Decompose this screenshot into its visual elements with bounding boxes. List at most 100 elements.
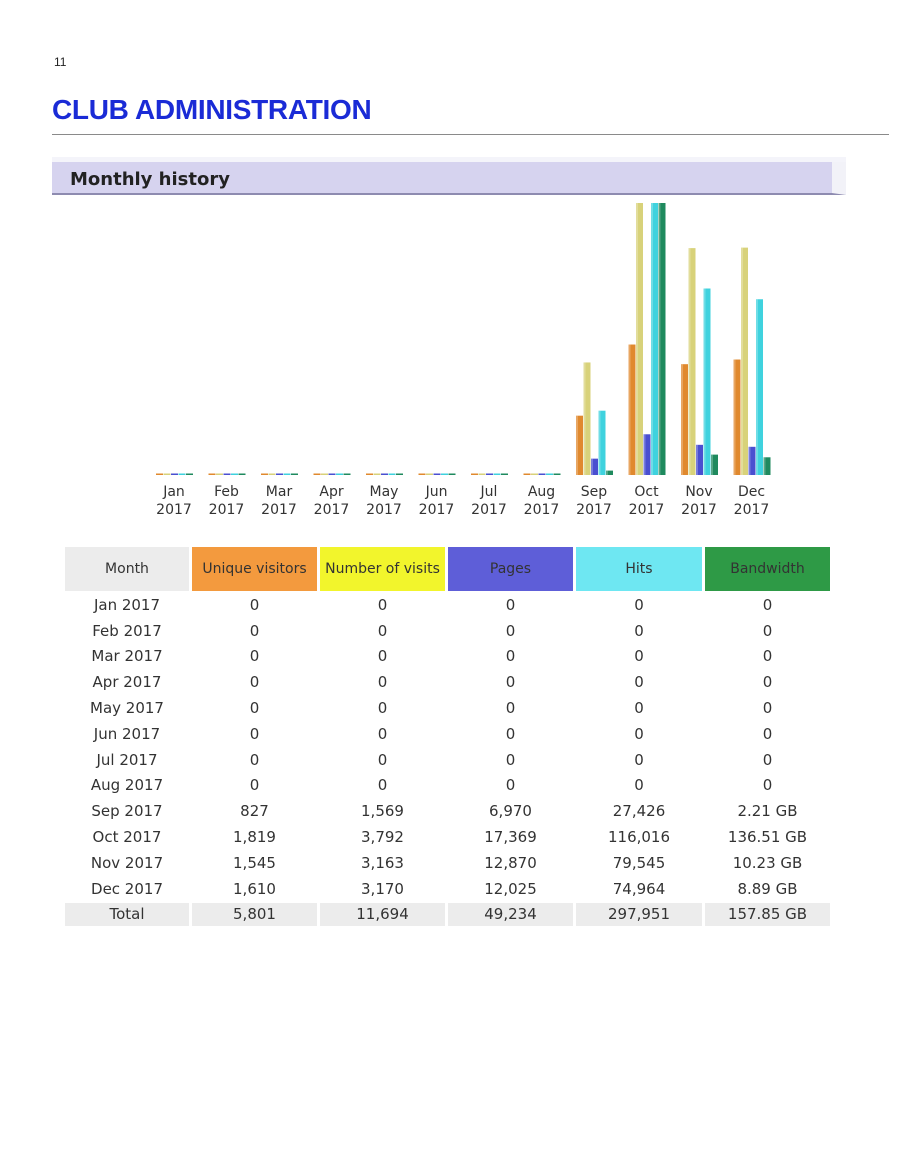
cell-visits: 3,163 xyxy=(361,853,404,872)
x-tick-year: 2017 xyxy=(209,502,245,518)
header-pages: Pages xyxy=(448,547,573,591)
x-tick-month: Mar xyxy=(266,484,293,500)
x-tick-year: 2017 xyxy=(629,502,665,518)
cell-hits: 27,426 xyxy=(612,802,666,821)
bar-bandwidth-feb xyxy=(238,473,246,475)
cell-hits: 0 xyxy=(634,776,644,795)
cell-bandwidth: 0 xyxy=(762,647,773,666)
bar-shine xyxy=(741,247,743,475)
header-number-of-visits: Number of visits xyxy=(320,547,445,591)
cell-pages: 0 xyxy=(505,750,516,769)
total-visits: 11,694 xyxy=(320,902,445,927)
cell-unique: 0 xyxy=(249,750,260,769)
table-header-row: Month Unique visitors Number of visits P… xyxy=(65,547,830,591)
cell-unique: 0 xyxy=(249,595,260,614)
cell-bandwidth: 0 xyxy=(762,776,773,795)
bar-pages-aug xyxy=(538,473,546,475)
cell-month: Dec 2017 xyxy=(91,879,163,898)
x-tick-year: 2017 xyxy=(524,502,560,518)
bar-shine xyxy=(688,248,691,475)
x-tick-month: May xyxy=(370,484,399,500)
cell-bandwidth: 0 xyxy=(762,699,773,718)
cell-visits: 3,792 xyxy=(361,828,404,847)
total-bandwidth: 157.85 GB xyxy=(705,902,830,927)
x-tick-year: 2017 xyxy=(471,502,507,518)
bar-hits-may xyxy=(388,473,396,475)
cell-hits: 74,964 xyxy=(612,879,666,898)
table-row: Aug 2017 0 0 0 0 0 xyxy=(65,774,830,798)
cell-hits: 0 xyxy=(634,595,644,614)
bar-visits-jul xyxy=(478,473,486,475)
bar-pages-nov xyxy=(696,444,703,475)
cell-pages: 0 xyxy=(505,724,516,743)
monthly-history-chart: Jan 2017 Feb 2017 Mar 2017 Apr 2017 May 2017 Jun 20… xyxy=(156,203,771,518)
cell-hits: 79,545 xyxy=(612,853,666,872)
bar-unique-may xyxy=(366,473,373,475)
bar-bandwidth-dec xyxy=(763,457,771,475)
cell-visits: 0 xyxy=(377,673,388,692)
bar-bandwidth-sep xyxy=(606,470,613,475)
table-row: Oct 2017 1,819 3,792 17,369 116,016 136.51 GB xyxy=(65,825,830,849)
bar-unique-jan xyxy=(156,473,163,475)
header-unique-visitors: Unique visitors xyxy=(192,547,317,591)
cell-bandwidth: 2.21 GB xyxy=(737,802,798,821)
bar-pages-mar xyxy=(276,473,283,475)
bar-shine xyxy=(636,203,638,475)
bar-shine xyxy=(598,410,601,475)
cell-bandwidth: 8.89 GB xyxy=(737,879,798,898)
table-total-row: Total 5,801 11,694 49,234 297,951 157.85 GB xyxy=(65,902,830,927)
cell-month: Feb 2017 xyxy=(92,621,162,640)
bar-shine xyxy=(763,457,766,475)
cell-visits: 0 xyxy=(377,621,388,640)
cell-month: Aug 2017 xyxy=(90,776,164,795)
cell-month: Oct 2017 xyxy=(92,828,162,847)
bar-bandwidth-jun xyxy=(448,473,456,475)
bar-hits-sep xyxy=(598,410,606,475)
bar-bandwidth-may xyxy=(396,473,403,475)
total-pages: 49,234 xyxy=(448,902,573,927)
bar-hits-oct xyxy=(651,203,658,475)
bar-hits-jun xyxy=(441,473,448,475)
bar-shine xyxy=(591,458,593,475)
cell-hits: 0 xyxy=(634,724,644,743)
x-tick-year: 2017 xyxy=(366,502,402,518)
bar-hits-apr xyxy=(336,473,343,475)
x-tick-year: 2017 xyxy=(314,502,350,518)
bar-visits-feb xyxy=(216,473,223,475)
x-tick-year: 2017 xyxy=(419,502,455,518)
bar-visits-apr xyxy=(321,473,328,475)
x-tick-month: Nov xyxy=(685,484,712,500)
cell-bandwidth: 0 xyxy=(762,673,773,692)
x-tick-year: 2017 xyxy=(156,502,192,518)
header-bandwidth: Bandwidth xyxy=(705,547,830,591)
header-hits: Hits xyxy=(576,547,702,591)
total-hits: 297,951 xyxy=(576,902,702,927)
bar-hits-aug xyxy=(546,473,553,475)
cell-visits: 0 xyxy=(377,595,388,614)
cell-month: May 2017 xyxy=(90,699,164,718)
bar-hits-dec xyxy=(756,299,763,475)
cell-month: Jun 2017 xyxy=(93,724,161,743)
bar-shine xyxy=(756,299,758,475)
cell-pages: 17,369 xyxy=(484,828,537,847)
bar-shine xyxy=(651,203,653,475)
cell-visits: 0 xyxy=(377,776,388,795)
cell-pages: 12,870 xyxy=(484,853,537,872)
x-tick-year: 2017 xyxy=(681,502,717,518)
cell-month: Nov 2017 xyxy=(90,853,164,872)
cell-visits: 1,569 xyxy=(361,802,404,821)
bar-pages-oct xyxy=(643,434,651,475)
bar-bandwidth-mar xyxy=(291,473,298,475)
cell-pages: 0 xyxy=(505,699,516,718)
cell-hits: 0 xyxy=(634,750,644,769)
table-row: Mar 2017 0 0 0 0 0 xyxy=(65,645,830,669)
cell-month: Sep 2017 xyxy=(91,802,163,821)
bar-bandwidth-jul xyxy=(501,473,508,475)
bar-unique-feb xyxy=(208,473,216,475)
bar-bandwidth-aug xyxy=(553,473,561,475)
bar-visits-jan xyxy=(163,473,171,475)
cell-pages: 6,970 xyxy=(489,802,532,821)
panel-header: Monthly history xyxy=(52,162,846,195)
cell-bandwidth: 0 xyxy=(762,724,773,743)
cell-pages: 0 xyxy=(505,776,516,795)
